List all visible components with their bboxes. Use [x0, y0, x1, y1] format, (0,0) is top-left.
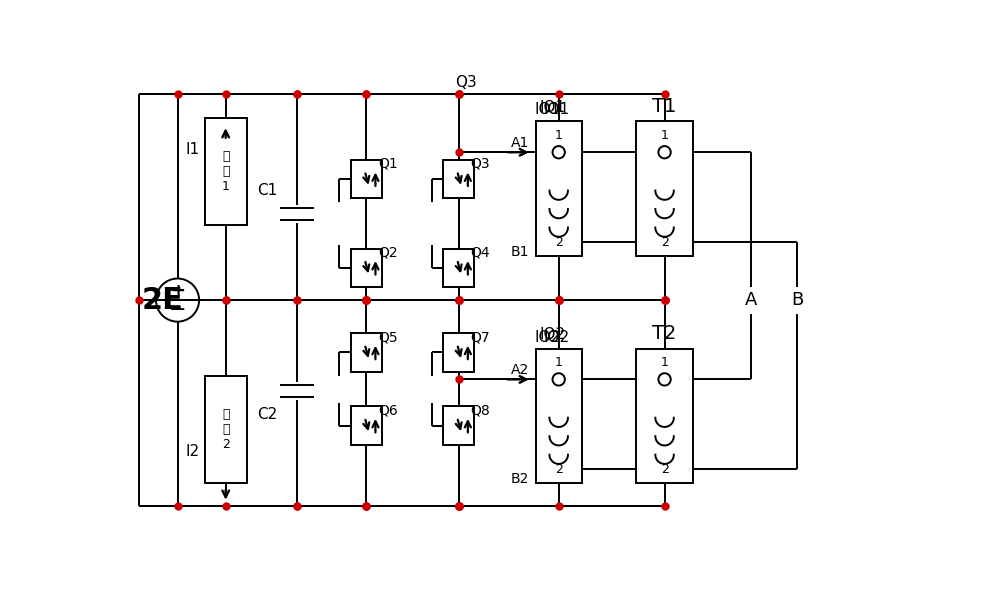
Text: IO1: IO1	[539, 100, 566, 115]
Text: B1: B1	[511, 245, 529, 259]
Bar	[636, 349, 693, 483]
Text: 2: 2	[555, 463, 563, 476]
Text: Q5: Q5	[378, 330, 398, 344]
Text: Q1: Q1	[378, 157, 398, 171]
Text: 1: 1	[555, 129, 563, 142]
Text: T2: T2	[652, 324, 677, 343]
Text: I2: I2	[186, 443, 200, 459]
Text: IO1: IO1	[534, 102, 560, 117]
Text: 储
能
2: 储 能 2	[222, 408, 230, 451]
Bar	[443, 249, 474, 287]
Text: 1: 1	[661, 356, 669, 369]
Bar	[351, 333, 382, 372]
Text: C2: C2	[258, 406, 278, 421]
Text: B2: B2	[511, 472, 529, 486]
Bar	[636, 121, 693, 256]
Text: Q6: Q6	[378, 403, 398, 417]
Text: 2: 2	[555, 236, 563, 249]
Text: 2: 2	[661, 463, 669, 476]
Text: T1: T1	[652, 96, 677, 115]
Bar	[443, 160, 474, 199]
Bar	[205, 118, 247, 226]
Bar	[205, 375, 247, 483]
Text: −: −	[169, 300, 186, 320]
Text: Q7: Q7	[470, 330, 490, 344]
Text: Q8: Q8	[470, 403, 490, 417]
Text: 1: 1	[661, 129, 669, 142]
Text: +: +	[170, 282, 185, 300]
Bar	[351, 406, 382, 445]
Text: 储
能
1: 储 能 1	[222, 150, 230, 193]
Bar	[536, 121, 582, 256]
Text: 1: 1	[555, 356, 563, 369]
Bar	[443, 406, 474, 445]
Text: IO1: IO1	[543, 102, 569, 117]
Text: Q2: Q2	[378, 245, 398, 259]
Text: IO2: IO2	[539, 327, 566, 342]
Bar	[443, 333, 474, 372]
Text: I1: I1	[186, 142, 200, 158]
Text: C1: C1	[258, 183, 278, 198]
Text: Q4: Q4	[470, 245, 490, 259]
Bar	[351, 249, 382, 287]
Text: A2: A2	[511, 363, 529, 377]
Text: Q3: Q3	[470, 157, 490, 171]
Bar	[536, 349, 582, 483]
Text: B: B	[791, 291, 804, 309]
Text: IO2: IO2	[543, 330, 569, 345]
Text: A1: A1	[511, 136, 529, 150]
Bar	[351, 160, 382, 199]
Text: IO2: IO2	[534, 330, 560, 345]
Text: 2E: 2E	[141, 286, 183, 315]
Text: A: A	[745, 291, 757, 309]
Text: Q3: Q3	[455, 76, 477, 90]
Text: 2: 2	[661, 236, 669, 249]
